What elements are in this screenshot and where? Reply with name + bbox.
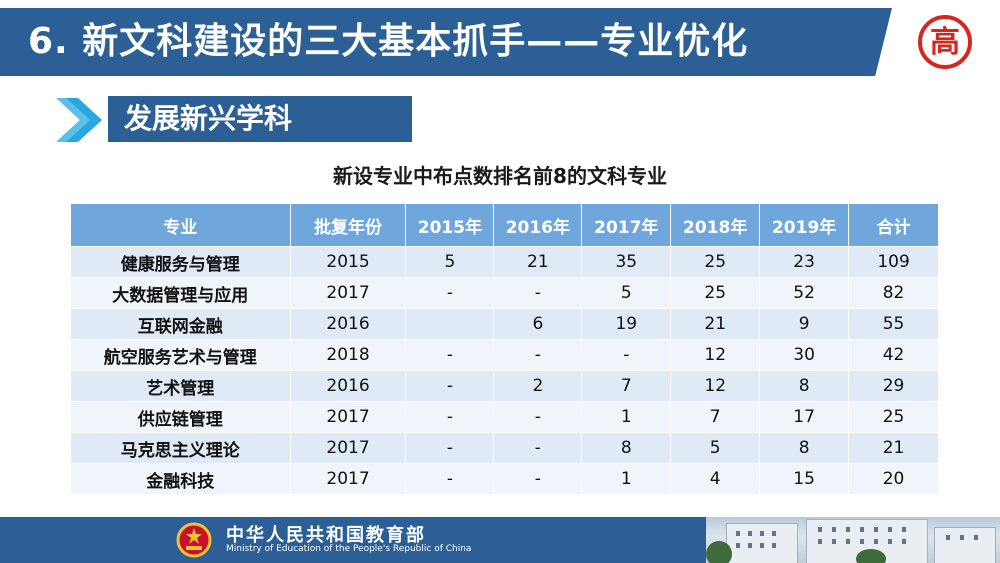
major-name: 大数据管理与应用 [70, 277, 291, 309]
table-cell: 2017 [289, 401, 407, 433]
table-row: 供应链管理 2017 - - 1 7 17 25 [70, 401, 939, 433]
column-header: 2019年 [759, 203, 850, 247]
table-row: 健康服务与管理 2015 5 21 35 25 23 109 [70, 246, 939, 278]
logo-icon: 高 [918, 15, 972, 69]
majors-table: 专业 批复年份 2015年 2016年 2017年 2018年 2019年 合计… [70, 203, 939, 495]
table-cell: 5 [670, 432, 761, 464]
major-name: 健康服务与管理 [70, 246, 291, 278]
table-row: 航空服务艺术与管理 2018 - - - 12 30 42 [70, 339, 939, 371]
table-cell: - [493, 277, 583, 309]
column-header: 2018年 [670, 203, 761, 247]
major-name: 互联网金融 [70, 308, 291, 340]
logo: 高 [900, 8, 990, 76]
table-cell: - [581, 339, 672, 371]
table-cell: 35 [581, 246, 672, 278]
table-cell: 25 [670, 277, 761, 309]
column-header: 专业 [70, 203, 291, 247]
table-row: 互联网金融 2016 6 19 21 9 55 [70, 308, 939, 340]
table-row: 金融科技 2017 - - 1 4 15 20 [70, 463, 939, 495]
table-cell: 4 [670, 463, 761, 495]
footer: 中华人民共和国教育部 Ministry of Education of the … [0, 517, 1000, 563]
header: 6. 新文科建设的三大基本抓手——专业优化 高 [0, 0, 1000, 80]
major-name: 马克思主义理论 [70, 432, 291, 464]
table-cell: 20 [848, 463, 939, 495]
table-cell: 21 [670, 308, 761, 340]
table-cell: - [493, 401, 583, 433]
table-cell: 19 [581, 308, 672, 340]
table-cell: 7 [670, 401, 761, 433]
table-cell: - [493, 432, 583, 464]
table-cell: 25 [848, 401, 939, 433]
header-bar [0, 8, 868, 76]
section-box [108, 96, 412, 142]
table-cell: 9 [759, 308, 850, 340]
table-cell: 29 [848, 370, 939, 402]
table-row: 马克思主义理论 2017 - - 8 5 8 21 [70, 432, 939, 464]
table-cell: 52 [759, 277, 850, 309]
column-header: 2016年 [493, 203, 583, 247]
column-header: 合计 [848, 203, 939, 247]
table-cell: 30 [759, 339, 850, 371]
table-cell: 2016 [289, 308, 407, 340]
table-cell: - [493, 339, 583, 371]
table-cell: 12 [670, 339, 761, 371]
table-cell: 23 [759, 246, 850, 278]
table-cell: 2016 [289, 370, 407, 402]
table-cell: - [405, 432, 495, 464]
building-photo [706, 517, 1000, 563]
table-cell: - [493, 463, 583, 495]
column-header: 2017年 [581, 203, 672, 247]
major-name: 金融科技 [70, 463, 291, 495]
arrow-right-icon [56, 98, 102, 142]
table-cell: - [405, 401, 495, 433]
table-cell: 8 [759, 432, 850, 464]
footer-ministry-cn: 中华人民共和国教育部 [226, 525, 426, 546]
table-cell: 21 [848, 432, 939, 464]
table-cell: 15 [759, 463, 850, 495]
table-cell [405, 308, 495, 340]
table-cell: 2017 [289, 463, 407, 495]
table-cell: 25 [670, 246, 761, 278]
footer-ministry-en: Ministry of Education of the People's Re… [226, 544, 472, 554]
national-emblem-icon [176, 522, 212, 558]
table-row: 大数据管理与应用 2017 - - 5 25 52 82 [70, 277, 939, 309]
table-cell: - [405, 463, 495, 495]
section-label: 发展新兴学科 [124, 102, 293, 135]
table-cell: 8 [581, 432, 672, 464]
table-cell: 7 [581, 370, 672, 402]
table-cell: 5 [581, 277, 672, 309]
table-cell: - [405, 277, 495, 309]
table-cell: 2017 [289, 432, 407, 464]
table-cell: 12 [670, 370, 761, 402]
table-row: 艺术管理 2016 - 2 7 12 8 29 [70, 370, 939, 402]
table-cell: 2018 [289, 339, 407, 371]
table-cell: 109 [848, 246, 939, 278]
table-title: 新设专业中布点数排名前8的文科专业 [333, 164, 667, 188]
table-cell: 5 [405, 246, 495, 278]
table-cell: 2017 [289, 277, 407, 309]
table-cell: 42 [848, 339, 939, 371]
header-stripe [868, 8, 892, 76]
table-cell: - [405, 370, 495, 402]
table-cell: 6 [493, 308, 583, 340]
table-cell: 17 [759, 401, 850, 433]
table-cell: 55 [848, 308, 939, 340]
table-cell: 82 [848, 277, 939, 309]
page-title: 6. 新文科建设的三大基本抓手——专业优化 [28, 21, 749, 62]
table-cell: 1 [581, 401, 672, 433]
logo-text: 高 [930, 25, 960, 60]
major-name: 艺术管理 [70, 370, 291, 402]
major-name: 航空服务艺术与管理 [70, 339, 291, 371]
table-cell: 2 [493, 370, 583, 402]
column-header: 2015年 [405, 203, 495, 247]
major-name: 供应链管理 [70, 401, 291, 433]
column-header: 批复年份 [289, 203, 407, 247]
table-header-row: 专业 批复年份 2015年 2016年 2017年 2018年 2019年 合计 [70, 203, 939, 247]
table-cell: 21 [493, 246, 583, 278]
table-cell: 2015 [289, 246, 407, 278]
table-cell: - [405, 339, 495, 371]
table-cell: 1 [581, 463, 672, 495]
table-cell: 8 [759, 370, 850, 402]
